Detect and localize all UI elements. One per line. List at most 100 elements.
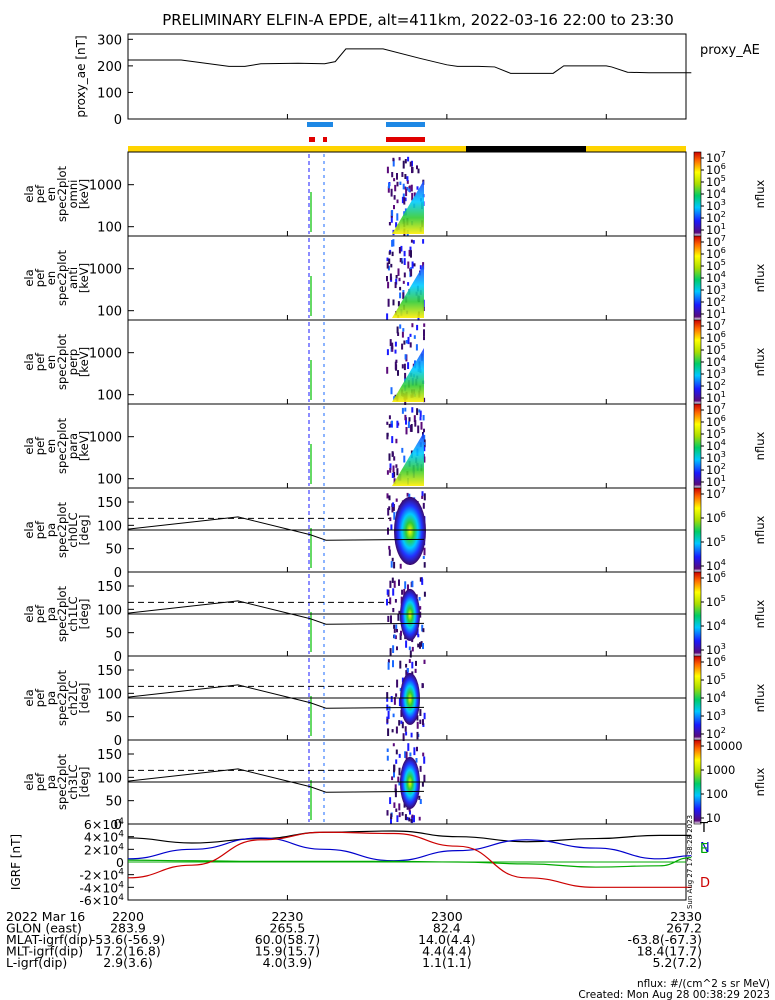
speckle-pixel [396,815,399,823]
speckle-pixel [392,713,395,718]
colorbar-tick-label: 107 [706,401,726,417]
speckle-pixel [409,342,412,348]
speckle-pixel [395,438,398,444]
speckle-pixel [395,275,398,279]
speckle-pixel [407,156,410,162]
igrf-series-N [127,837,692,862]
speckle-pixel [391,577,394,583]
xaxis-row-value: 2200 [112,909,144,924]
speckle-pixel [391,172,394,178]
speckle-pixel [419,709,422,716]
speckle-pixel [414,668,417,673]
speckle-pixel [411,814,414,819]
speckle-pixel [395,498,398,502]
ytick-label: 50 [105,543,122,558]
speckle-pixel [397,370,399,376]
speckle-pixel [396,326,399,334]
speckle-pixel [402,292,405,300]
speckle-pixel [419,719,422,725]
speckle-pixel [407,584,409,591]
speckle-pixel [419,577,422,582]
speckle-pixel [394,788,397,793]
speckle-pixel [390,816,392,824]
speckle-pixel [423,397,426,403]
speckle-pixel [407,743,410,751]
speckle-pixel [419,410,422,417]
ytick-label: 1000 [89,263,122,278]
speckle-pixel [391,210,394,216]
speckle-pixel [387,508,390,516]
speckle-pixel [422,719,424,726]
ytick-label: 1000 [89,179,122,194]
speckle-pixel [390,813,393,820]
speckle-pixel [389,597,392,605]
speckle-pixel [402,183,405,190]
speckle-pixel [422,643,424,650]
colorbar [693,487,702,573]
speckle-pixel [410,184,413,192]
speckle-pixel [416,628,419,636]
colorbar-tick-label: 106 [706,161,726,177]
speckle-pixel [401,447,404,453]
colorbar-tick-label: 101 [706,221,726,237]
speckle-pixel [423,446,426,452]
igrf-series-E [127,856,692,868]
speckle-pixel [403,197,406,205]
speckle-pixel [395,359,398,364]
speckle-pixel [392,299,395,306]
ytick-label: 0 [114,566,122,581]
colorbar-tick-label: 101 [706,389,726,405]
speckle-pixel [395,222,398,228]
xaxis-row-label: GLON (east) [6,921,82,936]
speckle-pixel [394,635,397,640]
speckle-pixel [416,165,418,170]
colorbar-tick-label: 103 [706,365,726,381]
ae-frame [127,33,687,120]
science-zone-blue-2 [386,122,425,127]
speckle-pixel [396,213,399,221]
speckle-pixel [423,323,426,327]
speckle-pixel [394,361,397,370]
ae-ytick-label: 100 [97,86,122,101]
panel-ylabel-line: [keV] [77,263,91,293]
speckle-pixel [416,746,418,752]
speckle-pixel [419,765,422,772]
speckle-pixel [404,186,407,190]
speckle-pixel [393,512,396,520]
ytick-label: 100 [97,519,122,534]
speckle-pixel [391,557,394,562]
speckle-pixel [386,748,389,752]
speckle-pixel [417,643,420,648]
speckle-pixel [417,168,420,174]
colorbar-tick-label: 103 [706,707,726,723]
speckle-pixel [392,465,395,473]
speckle-pixel [397,268,400,276]
colorbar-tick-label: 104 [706,269,726,285]
speckle-pixel [386,493,389,499]
x-axis-annotation: 2022 Mar 16 2200 2230 2300 2330 GLON (east) 28… [6,114,702,970]
panel-ylabel-line: spec2plot [55,417,69,474]
panel-ylabel-line: pef [33,184,47,203]
colorbar-tick-label: 101 [706,305,726,321]
colorbar [693,571,702,657]
ae-ytick-label: 300 [97,33,122,48]
speckle-pixel [388,222,391,226]
igrf-legend-D: D [700,876,710,891]
colorbar-tick-label: 104 [706,353,726,369]
speckle-pixel [390,524,393,531]
panel-ylabel-line: en [44,271,58,285]
speckle-pixel [393,472,396,478]
speckle-pixel [390,263,393,268]
igrf-ytick-label: 2×104 [84,842,124,857]
speckle-pixel [398,782,401,786]
panel-ylabel-line: omni [66,180,80,209]
panel-ylabel-line: para [66,433,80,459]
speckle-pixel [419,606,422,610]
speckle-pixel [423,442,426,446]
speckle-pixel [392,743,395,747]
speckle-pixel [398,767,401,776]
speckle-pixel [404,197,407,202]
speckle-pixel [413,335,416,339]
ae-ylabel: proxy_ae [nT] [74,35,88,117]
speckle-pixel [423,659,426,664]
